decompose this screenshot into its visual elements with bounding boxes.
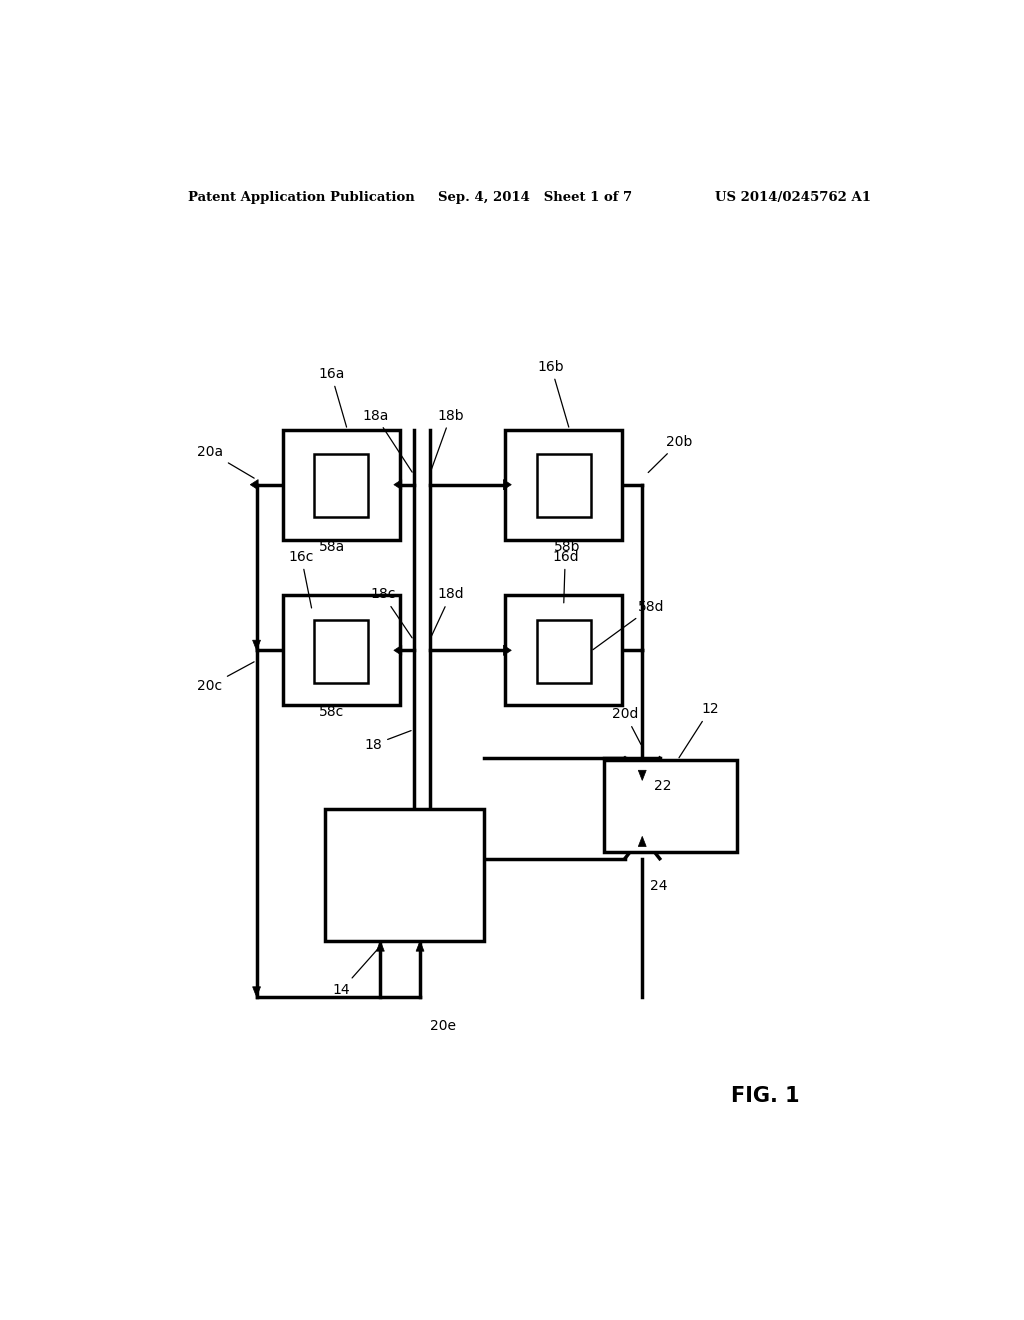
Text: 16d: 16d xyxy=(552,550,579,603)
Text: 18a: 18a xyxy=(362,409,413,473)
Text: US 2014/0245762 A1: US 2014/0245762 A1 xyxy=(715,190,871,203)
Polygon shape xyxy=(504,645,511,656)
Bar xyxy=(314,620,369,682)
Text: 14: 14 xyxy=(333,948,379,997)
Text: Sep. 4, 2014   Sheet 1 of 7: Sep. 4, 2014 Sheet 1 of 7 xyxy=(437,190,632,203)
Text: 22: 22 xyxy=(654,779,672,792)
Text: 58a: 58a xyxy=(318,540,345,553)
Polygon shape xyxy=(377,941,384,952)
Text: 20c: 20c xyxy=(197,661,254,693)
Text: 20d: 20d xyxy=(612,708,641,744)
Text: FIG. 1: FIG. 1 xyxy=(731,1085,800,1106)
Bar xyxy=(283,595,400,705)
Text: 58d: 58d xyxy=(593,601,665,649)
Text: 12: 12 xyxy=(679,702,719,758)
Bar xyxy=(325,809,483,941)
Text: 16b: 16b xyxy=(538,360,568,428)
Text: 16a: 16a xyxy=(318,367,346,428)
Text: 58b: 58b xyxy=(554,540,581,553)
Text: 16c: 16c xyxy=(289,550,314,609)
Text: 18: 18 xyxy=(365,730,411,752)
Text: 20e: 20e xyxy=(430,1019,456,1034)
Polygon shape xyxy=(504,479,511,490)
Bar xyxy=(505,595,623,705)
Polygon shape xyxy=(253,640,260,651)
Text: 18c: 18c xyxy=(370,587,412,638)
Bar xyxy=(537,454,591,517)
Bar xyxy=(505,430,623,540)
Polygon shape xyxy=(394,645,401,656)
Text: 20b: 20b xyxy=(648,436,692,473)
Text: Patent Application Publication: Patent Application Publication xyxy=(187,190,415,203)
Text: 18d: 18d xyxy=(431,587,464,638)
Text: 58c: 58c xyxy=(318,705,344,719)
Polygon shape xyxy=(416,941,424,952)
Bar xyxy=(314,454,369,517)
Polygon shape xyxy=(638,771,646,780)
Bar xyxy=(283,430,400,540)
Bar xyxy=(537,620,591,682)
Polygon shape xyxy=(250,479,258,490)
Bar xyxy=(604,760,737,851)
Polygon shape xyxy=(638,837,646,846)
Text: 24: 24 xyxy=(650,879,668,894)
Polygon shape xyxy=(394,479,401,490)
Polygon shape xyxy=(253,987,260,997)
Text: 18b: 18b xyxy=(430,409,464,471)
Text: 20a: 20a xyxy=(197,445,254,478)
